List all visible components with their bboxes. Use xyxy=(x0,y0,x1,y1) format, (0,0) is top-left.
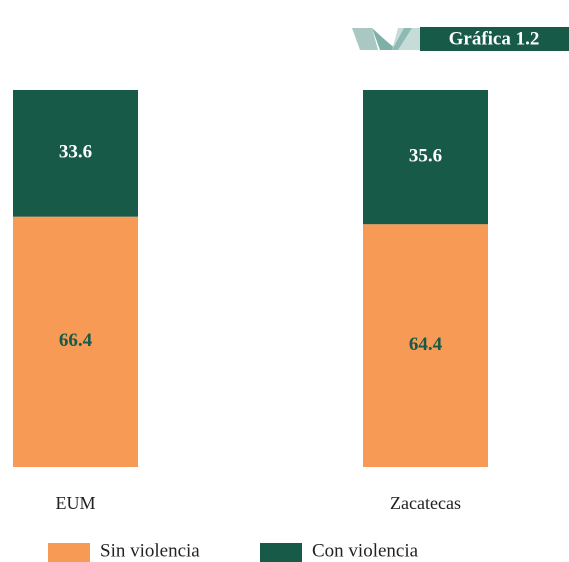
x-tick-label: EUM xyxy=(56,493,96,513)
badge-icon xyxy=(352,28,420,50)
chart-title: Gráfica 1.2 xyxy=(449,28,540,49)
value-label: 66.4 xyxy=(59,330,93,351)
bar-segment xyxy=(13,90,138,217)
legend-swatch xyxy=(260,543,302,562)
value-label: 64.4 xyxy=(409,334,443,355)
bar-segment xyxy=(363,224,488,467)
legend-swatch xyxy=(48,543,90,562)
legend-label: Sin violencia xyxy=(100,540,200,561)
value-label: 33.6 xyxy=(59,142,92,163)
legend-label: Con violencia xyxy=(312,540,419,561)
bar-segment xyxy=(13,216,138,467)
x-tick-label: Zacatecas xyxy=(390,493,461,513)
bar-segment xyxy=(363,90,488,225)
badge xyxy=(420,27,569,51)
value-label: 35.6 xyxy=(409,145,442,166)
